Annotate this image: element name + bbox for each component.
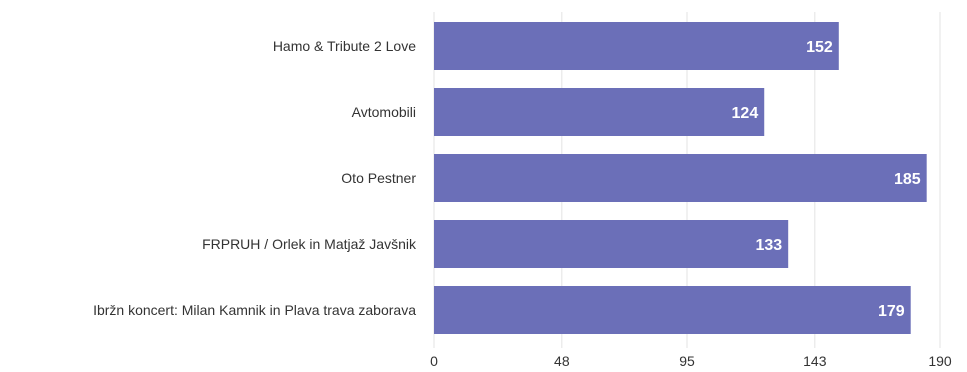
value-labels: 152 124 185 133 179 [732,39,921,320]
value-label: 133 [755,237,782,254]
bar [434,154,927,202]
value-label: 124 [732,105,759,122]
x-tick-label: 48 [554,353,570,369]
category-label: FRPRUH / Orlek in Matjaž Javšnik [202,236,417,252]
x-tick-labels: 0 48 95 143 190 [430,353,952,369]
value-label: 152 [806,39,833,56]
bar [434,220,789,268]
x-tick-label: 190 [928,353,952,369]
category-label: Oto Pestner [341,170,416,186]
category-label: Avtomobili [352,104,416,120]
value-label: 179 [878,303,905,320]
x-tick-label: 0 [430,353,438,369]
category-label: Hamo & Tribute 2 Love [273,38,416,54]
x-tick-label: 95 [679,353,695,369]
category-label: Ibržn koncert: Milan Kamnik in Plava tra… [93,302,416,318]
x-tick-label: 143 [803,353,827,369]
bar [434,88,765,136]
bars [434,22,927,334]
bar [434,286,911,334]
category-labels: Hamo & Tribute 2 Love Avtomobili Oto Pestn… [93,38,417,318]
bar [434,22,839,70]
value-label: 185 [894,171,921,188]
